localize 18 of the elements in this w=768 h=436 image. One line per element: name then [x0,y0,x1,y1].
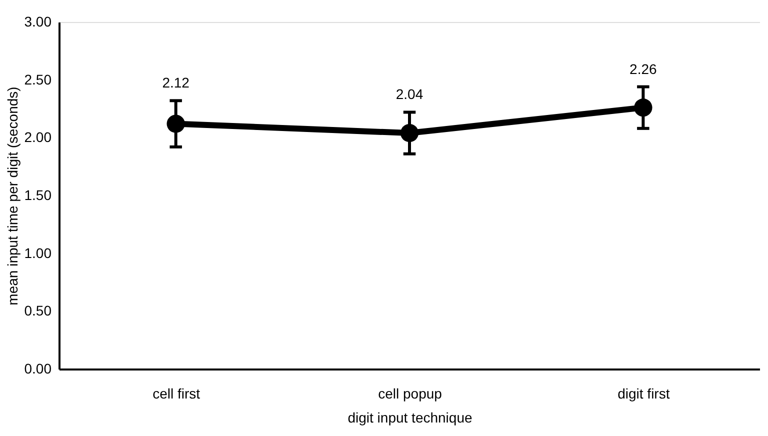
x-tick-label: digit first [618,386,670,402]
y-tick-label: 1.00 [24,244,52,261]
y-tick-label: 2.50 [24,71,52,88]
y-tick-label: 0.50 [24,302,52,319]
data-label: 2.12 [162,74,190,91]
y-tick-label: 0.00 [24,360,52,376]
data-label: 2.04 [396,86,424,102]
y-tick-label: 3.00 [24,14,52,30]
y-tick-label: 2.00 [24,129,52,146]
x-tick-label: cell first [152,386,200,402]
point [634,98,652,117]
point [400,124,419,142]
y-tick-label: 1.50 [24,187,52,203]
y-axis-title: mean input time per digit (seconds) [4,86,20,306]
x-tick-label: cell popup [378,386,442,402]
point [166,114,185,133]
x-axis-title: digit input technique [348,410,472,426]
data-label: 2.26 [630,60,658,77]
